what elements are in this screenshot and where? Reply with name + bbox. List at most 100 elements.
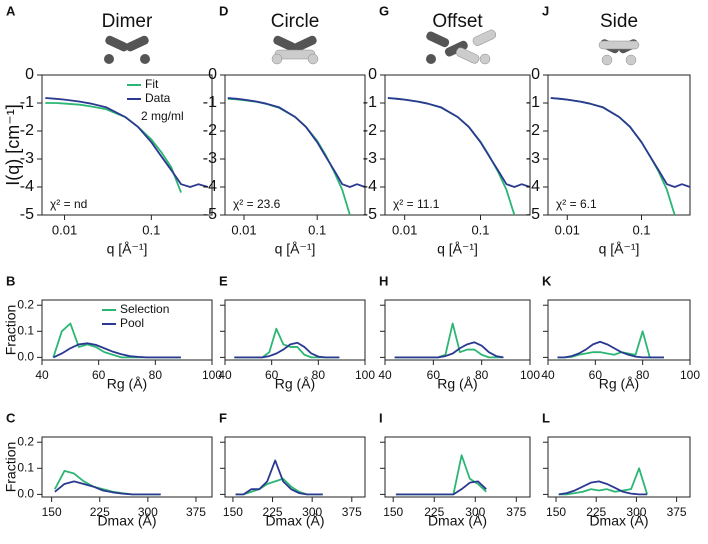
- x-tick-label: 100: [202, 368, 222, 382]
- plot-frame: [547, 436, 691, 498]
- x-axis-label: q [Å⁻¹]: [599, 241, 640, 257]
- panel: E 40 60 80 100 Rg (Å): [218, 273, 375, 391]
- x-tick-label: 40: [35, 368, 49, 382]
- fit-quality: χ² = 23.6: [233, 197, 281, 211]
- x-tick-label: 150: [546, 505, 566, 519]
- y-tick-label: -5: [203, 206, 217, 223]
- series-line: [395, 454, 487, 496]
- x-tick-label: 80: [149, 368, 163, 382]
- x-axis-label: q [Å⁻¹]: [107, 241, 148, 257]
- y-tick-label: -5: [526, 206, 540, 223]
- x-tick-label: 0.01: [231, 222, 256, 237]
- panel-label: G: [379, 3, 389, 18]
- panel-title: Offset: [432, 11, 483, 32]
- x-tick-label: 375: [667, 505, 687, 519]
- x-tick-label: 100: [355, 368, 375, 382]
- x-tick-label: 40: [541, 368, 555, 382]
- y-tick-label: 0.0: [17, 487, 34, 501]
- x-axis-label: q [Å⁻¹]: [437, 241, 478, 257]
- x-axis-label: Dmax (Å): [589, 513, 648, 529]
- panel-label: A: [6, 3, 16, 18]
- y-tick-label: 0: [208, 66, 217, 83]
- y-tick-label: -2: [203, 122, 217, 139]
- x-axis-label: Rg (Å): [107, 376, 147, 392]
- x-axis-label: Rg (Å): [599, 376, 639, 392]
- plot-frame: [547, 299, 691, 361]
- panel: J Side 0.01 0.1 0 -1 -2 -3 -4 -5 q [Å⁻¹] χ² = 6.1: [526, 3, 691, 257]
- x-tick-label: 0.1: [632, 222, 650, 237]
- panel-label: H: [379, 273, 388, 288]
- fit-quality: χ² = 6.1: [556, 197, 597, 211]
- x-tick-label: 300: [138, 505, 158, 519]
- series-line: [558, 467, 648, 496]
- x-tick-label: 60: [589, 368, 603, 382]
- y-axis-label: Fraction: [3, 305, 19, 356]
- panel: D Circle 0.01 0.1 0 -1 -2 -3 -4 -5 q [Å⁻¹] χ² = 23.…: [203, 3, 366, 257]
- x-tick-label: 375: [342, 505, 362, 519]
- x-tick-label: 300: [465, 505, 485, 519]
- x-axis-label: Dmax (Å): [97, 513, 156, 529]
- x-axis-label: q [Å⁻¹]: [275, 241, 316, 257]
- x-tick-label: 0.1: [471, 222, 489, 237]
- y-tick-label: 0.1: [17, 460, 34, 474]
- icon-offset: [426, 29, 497, 65]
- x-tick-label: 80: [312, 368, 326, 382]
- panel-label: F: [219, 410, 227, 425]
- series-line: [227, 97, 365, 188]
- y-tick-label: -3: [526, 150, 540, 167]
- series-line: [550, 97, 690, 188]
- plot-frame: [41, 436, 213, 498]
- panel: B 40 60 80 100 0.0 0.1 0.2 Rg (Å) Fraction Selecti…: [3, 273, 223, 391]
- panel: H 40 60 80 100 Rg (Å): [378, 273, 540, 391]
- y-tick-label: -5: [20, 206, 34, 223]
- x-tick-label: 40: [378, 368, 392, 382]
- y-axis-label: Fraction: [3, 442, 19, 493]
- y-tick-label: -2: [20, 122, 34, 139]
- y-tick-label: 0.2: [17, 297, 34, 311]
- y-tick-label: 0.1: [17, 323, 34, 337]
- y-tick-label: -4: [526, 178, 540, 195]
- x-tick-label: 300: [626, 505, 646, 519]
- legend-label: Fit: [145, 77, 159, 91]
- panel-label: J: [542, 3, 549, 18]
- panel-label: L: [542, 410, 550, 425]
- x-axis-label: Rg (Å): [275, 376, 315, 392]
- x-tick-label: 150: [42, 505, 62, 519]
- y-axis-label: I(q) [cm⁻¹]: [3, 104, 23, 186]
- plot-frame: [41, 299, 213, 361]
- x-tick-label: 60: [427, 368, 441, 382]
- fit-quality: χ² = nd: [50, 197, 87, 211]
- x-axis-label: Dmax (Å): [428, 513, 487, 529]
- y-tick-label: -1: [526, 94, 540, 111]
- x-tick-label: 80: [636, 368, 650, 382]
- y-tick-label: -4: [203, 178, 217, 195]
- y-tick-label: -1: [203, 94, 217, 111]
- plot-frame: [224, 436, 366, 498]
- y-tick-label: -1: [363, 94, 377, 111]
- plot-frame: [41, 74, 213, 216]
- panel-title: Circle: [271, 11, 320, 32]
- x-axis-label: Dmax (Å): [265, 513, 324, 529]
- x-tick-label: 225: [424, 505, 444, 519]
- x-tick-label: 0.01: [555, 222, 580, 237]
- panel-label: K: [542, 273, 552, 288]
- panel-title: Dimer: [102, 11, 153, 32]
- legend-label: Pool: [120, 316, 144, 330]
- x-tick-label: 0.01: [392, 222, 417, 237]
- series-line: [45, 97, 209, 188]
- plot-frame: [547, 74, 691, 216]
- plot-frame: [384, 299, 531, 361]
- series-line: [234, 341, 340, 359]
- panel-label: B: [6, 273, 15, 288]
- panel-label: I: [379, 410, 383, 425]
- y-tick-label: 0.2: [17, 434, 34, 448]
- series-line: [387, 97, 530, 188]
- series-line: [395, 480, 487, 496]
- legend-label: Data: [145, 91, 171, 105]
- x-tick-label: 60: [92, 368, 106, 382]
- x-tick-label: 150: [223, 505, 243, 519]
- panel-label: D: [219, 3, 228, 18]
- y-tick-label: 0: [531, 66, 540, 83]
